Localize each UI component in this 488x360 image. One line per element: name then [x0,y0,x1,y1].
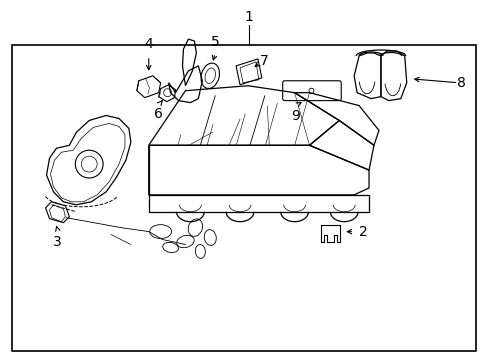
Text: 3: 3 [53,235,61,248]
Text: 2: 2 [358,225,367,239]
Text: 7: 7 [259,54,268,68]
Text: 9: 9 [290,109,300,122]
Text: 5: 5 [210,35,219,49]
Text: 6: 6 [154,107,163,121]
Text: 1: 1 [244,10,253,24]
Text: 8: 8 [456,76,466,90]
Bar [12,45,475,351]
Text: 4: 4 [144,37,153,51]
